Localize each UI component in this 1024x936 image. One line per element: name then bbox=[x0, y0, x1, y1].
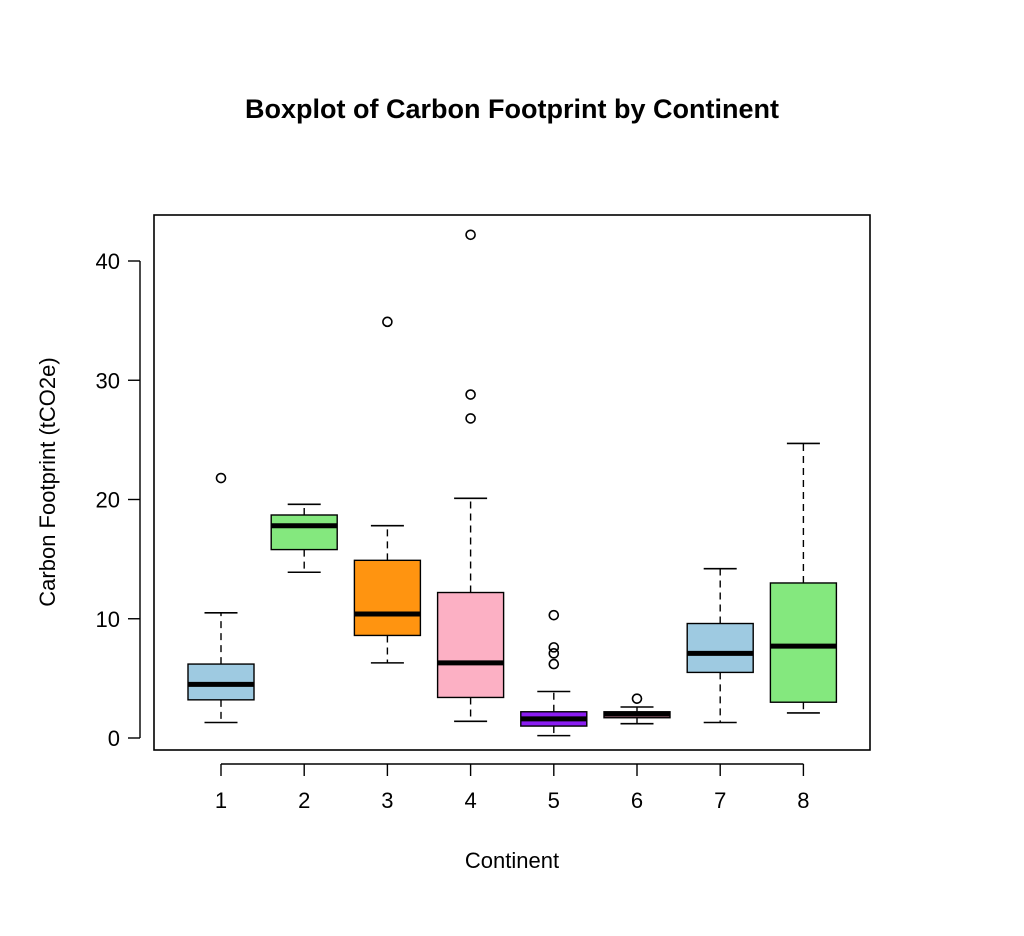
x-tick-label: 6 bbox=[631, 788, 643, 813]
x-tick-label: 7 bbox=[714, 788, 726, 813]
box-2 bbox=[270, 514, 338, 551]
outlier-point bbox=[382, 316, 393, 328]
outlier-point bbox=[548, 658, 560, 670]
x-tick-label: 1 bbox=[215, 788, 227, 813]
y-tick-label: 0 bbox=[108, 726, 120, 751]
y-axis-label: Carbon Footprint (tCO2e) bbox=[35, 357, 60, 606]
outlier-point bbox=[548, 642, 560, 653]
outlier-point bbox=[548, 609, 560, 621]
outlier-point bbox=[465, 389, 476, 400]
outlier-point bbox=[465, 229, 476, 241]
box-3 bbox=[353, 559, 422, 637]
y-tick-label: 10 bbox=[96, 607, 120, 632]
y-tick-label: 30 bbox=[96, 368, 120, 393]
x-tick-label: 2 bbox=[298, 788, 310, 813]
box-4 bbox=[436, 591, 505, 699]
y-tick-label: 20 bbox=[96, 488, 120, 513]
x-tick-label: 5 bbox=[548, 788, 560, 813]
plot-frame bbox=[153, 214, 871, 751]
outlier-point bbox=[215, 472, 227, 484]
x-tick-label: 4 bbox=[464, 788, 476, 813]
y-tick-label: 40 bbox=[96, 249, 120, 274]
x-axis-label: Continent bbox=[465, 848, 559, 873]
x-tick-label: 8 bbox=[797, 788, 809, 813]
box-7 bbox=[686, 622, 754, 674]
plot-area: 0 10 20 30 40 1 2 3 4 5 6 7 8 bbox=[96, 214, 871, 813]
outlier-point bbox=[631, 693, 643, 704]
outlier-point bbox=[465, 413, 476, 424]
chart-title: Boxplot of Carbon Footprint by Continent bbox=[245, 94, 779, 124]
outlier-point bbox=[548, 648, 560, 659]
x-tick-label: 3 bbox=[381, 788, 393, 813]
box-8 bbox=[769, 582, 838, 703]
